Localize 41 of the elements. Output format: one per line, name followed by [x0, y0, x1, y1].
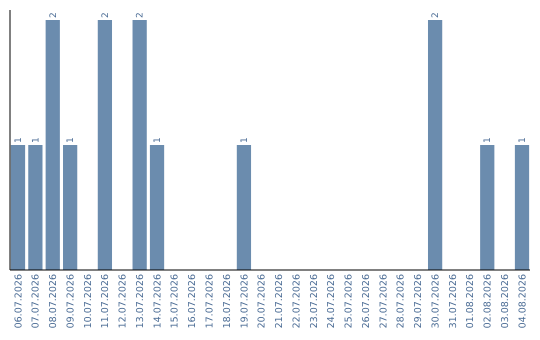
- x-tick-label: 14.07.2026: [152, 274, 164, 328]
- data-label: 1: [240, 137, 250, 143]
- x-tick-label: 17.07.2026: [204, 274, 216, 328]
- x-tick-label: 28.07.2026: [396, 274, 407, 328]
- data-label: 1: [31, 137, 42, 143]
- x-tick-label: 31.07.2026: [448, 274, 459, 328]
- x-tick-label: 30.07.2026: [430, 274, 442, 328]
- x-tick-label: 24.07.2026: [326, 274, 338, 328]
- x-tick-label: 01.08.2026: [465, 274, 476, 328]
- x-tick-label: 12.07.2026: [118, 274, 129, 328]
- x-tick-label: 29.07.2026: [413, 274, 424, 328]
- data-label: 2: [48, 12, 59, 18]
- x-tick-label: 25.07.2026: [344, 274, 355, 328]
- x-tick-label: 22.07.2026: [291, 274, 302, 328]
- x-tick-label: 03.08.2026: [500, 274, 511, 328]
- data-label: 1: [483, 137, 494, 143]
- data-label: 1: [518, 137, 528, 143]
- x-tick-label: 18.07.2026: [222, 274, 233, 328]
- x-tick-label: 06.07.2026: [13, 274, 24, 328]
- x-tick-label: 11.07.2026: [100, 274, 112, 328]
- data-label: 2: [136, 12, 146, 18]
- x-tick-label: 15.07.2026: [170, 274, 181, 328]
- x-tick-label: 19.07.2026: [239, 274, 250, 328]
- x-tick-label: 02.08.2026: [482, 274, 494, 328]
- data-label: 1: [66, 137, 76, 143]
- data-label: 2: [100, 12, 111, 18]
- x-tick-label: 16.07.2026: [187, 274, 198, 328]
- x-tick-label: 07.07.2026: [30, 274, 42, 328]
- data-label: 1: [14, 137, 24, 143]
- x-tick-label: 20.07.2026: [256, 274, 268, 328]
- x-tick-label: 21.07.2026: [274, 274, 286, 328]
- x-tick-label: 08.07.2026: [48, 274, 60, 328]
- data-label: 1: [153, 137, 164, 143]
- x-tick-label: 04.08.2026: [517, 274, 528, 328]
- x-tick-label: 10.07.2026: [82, 274, 94, 328]
- x-tick-label: 09.07.2026: [65, 274, 76, 328]
- x-tick-label: 13.07.2026: [134, 274, 146, 328]
- x-tick-label: 23.07.2026: [308, 274, 320, 328]
- x-tick-label: 26.07.2026: [360, 274, 372, 328]
- data-label: 2: [431, 12, 442, 18]
- x-tick-label: 27.07.2026: [378, 274, 390, 328]
